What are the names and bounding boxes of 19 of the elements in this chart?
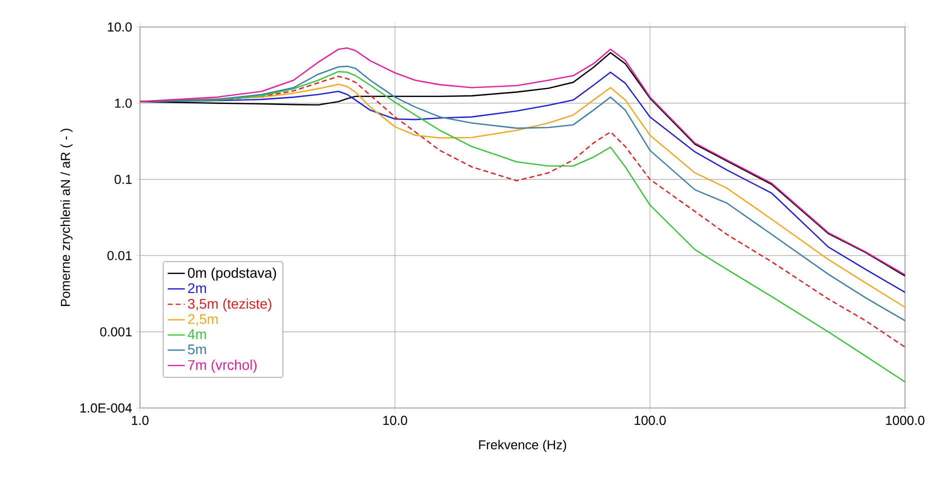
y-tick-label: 10.0 bbox=[108, 22, 132, 32]
y-axis-title: Pomerne zrychleni aN / aR ( - ) bbox=[60, 128, 73, 306]
legend-label: 2,5m bbox=[188, 314, 218, 326]
y-tick-label: 0.01 bbox=[107, 250, 132, 260]
x-axis-title: Frekvence (Hz) bbox=[479, 440, 566, 452]
legend-label: 0m (podstava) bbox=[188, 268, 276, 281]
legend-label: 3,5m (teziste) bbox=[188, 298, 272, 312]
x-tick-label: 100.0 bbox=[634, 416, 666, 425]
y-tick-label: 1.0 bbox=[115, 98, 132, 108]
y-tick-label: 0.001 bbox=[100, 327, 132, 336]
y-tick-label: 0.1 bbox=[114, 174, 132, 184]
legend-label: 4m bbox=[188, 329, 206, 340]
y-tick-label: 1.0E-004 bbox=[80, 403, 132, 413]
x-tick-label: 10.0 bbox=[383, 416, 408, 425]
legend-label: 2m bbox=[188, 283, 206, 293]
x-tick-label: 1000.0 bbox=[886, 416, 924, 425]
legend-label: 7m (vrchol) bbox=[188, 360, 257, 373]
legend-label: 5m bbox=[188, 344, 206, 354]
x-tick-label: 1.0 bbox=[132, 416, 149, 425]
